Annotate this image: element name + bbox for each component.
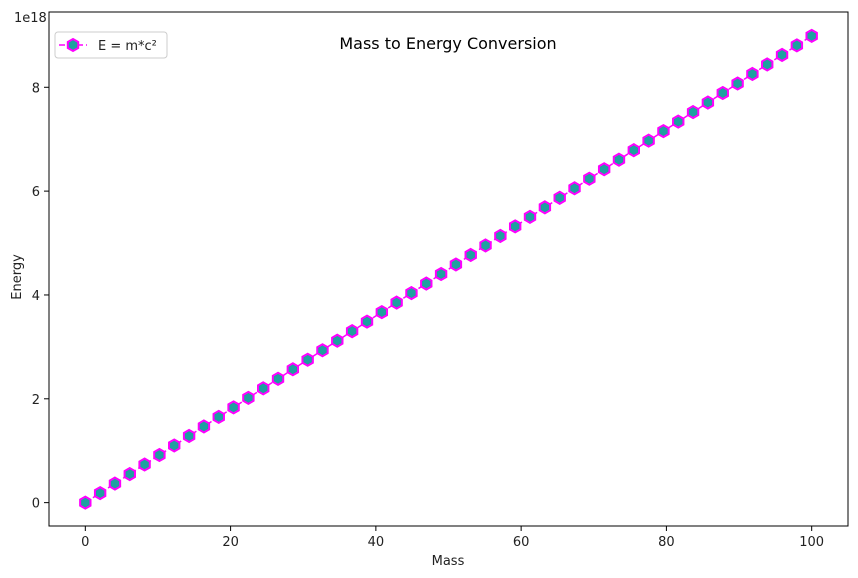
legend-box (54, 31, 168, 59)
data-point-marker (686, 104, 700, 120)
data-point-marker (538, 200, 552, 215)
data-point-marker (123, 466, 136, 482)
data-point-marker (775, 47, 789, 63)
data-point-marker (583, 171, 596, 186)
data-point-marker (420, 276, 433, 291)
data-point-marker (331, 333, 344, 348)
plot-layer (79, 28, 818, 510)
data-point-marker (731, 76, 744, 91)
y-tick-label: 4 (32, 289, 40, 304)
data-point-marker (286, 362, 300, 377)
data-point-marker (242, 390, 255, 406)
data-point-marker (79, 495, 92, 510)
x-tick-label: 40 (368, 535, 385, 550)
data-point-marker (553, 190, 566, 205)
x-tick-label: 20 (222, 535, 239, 550)
x-tick-label: 100 (799, 535, 824, 550)
data-point-marker (716, 85, 729, 101)
y-tick-label: 2 (32, 393, 40, 408)
data-point-marker (508, 219, 522, 234)
y-tick-label: 0 (32, 497, 40, 512)
y-tick-label: 6 (32, 185, 40, 200)
data-point-marker (316, 343, 329, 358)
data-point-marker (790, 38, 804, 53)
data-point-marker (672, 114, 685, 129)
data-point-marker (108, 476, 122, 491)
data-point-marker (390, 295, 403, 310)
data-point-marker (182, 428, 196, 444)
x-axis: 0 20 40 60 80 100 (81, 526, 824, 550)
y-offset-label: 1e18 (14, 11, 47, 26)
data-point-marker (449, 257, 463, 272)
data-point-marker (479, 238, 492, 253)
data-point-marker (434, 266, 448, 282)
legend: E = m*c² (54, 31, 168, 59)
data-point-marker (642, 133, 655, 148)
data-point-marker (464, 247, 477, 263)
data-point-marker (197, 419, 211, 434)
data-point-marker (375, 304, 389, 320)
data-point-marker (168, 438, 181, 453)
x-axis-label: Mass (432, 554, 465, 569)
data-point-marker (761, 57, 774, 72)
legend-marker-hexagon (66, 37, 80, 53)
data-point-marker (494, 228, 507, 244)
data-point-marker (612, 152, 626, 167)
data-point-marker (746, 66, 759, 82)
plot-frame (48, 11, 849, 527)
data-point-marker (627, 143, 640, 158)
data-point-marker (93, 485, 107, 501)
data-point-marker (597, 162, 611, 177)
chart-title: Mass to Energy Conversion (339, 34, 556, 53)
data-point-marker (568, 181, 581, 196)
data-point-marker (405, 285, 418, 301)
data-point-marker (805, 28, 818, 44)
data-point-marker (212, 409, 225, 425)
data-point-marker (257, 381, 270, 396)
data-point-marker (523, 209, 537, 225)
data-point-marker (360, 314, 374, 329)
y-axis-label: Energy (10, 254, 25, 300)
y-tick-label: 8 (32, 81, 40, 96)
x-tick-label: 0 (81, 535, 89, 550)
data-point-marker (227, 400, 240, 415)
data-point-marker (271, 371, 285, 386)
legend-label: E = m*c² (98, 39, 157, 54)
data-point-marker (657, 123, 670, 139)
x-tick-label: 60 (513, 535, 530, 550)
data-point-marker (153, 447, 166, 463)
data-point-marker (301, 352, 314, 367)
data-point-marker (701, 95, 715, 110)
x-tick-label: 80 (658, 535, 675, 550)
data-point-marker (138, 457, 151, 472)
y-axis: 0 2 4 6 8 (32, 81, 49, 512)
data-point-marker (345, 324, 359, 339)
